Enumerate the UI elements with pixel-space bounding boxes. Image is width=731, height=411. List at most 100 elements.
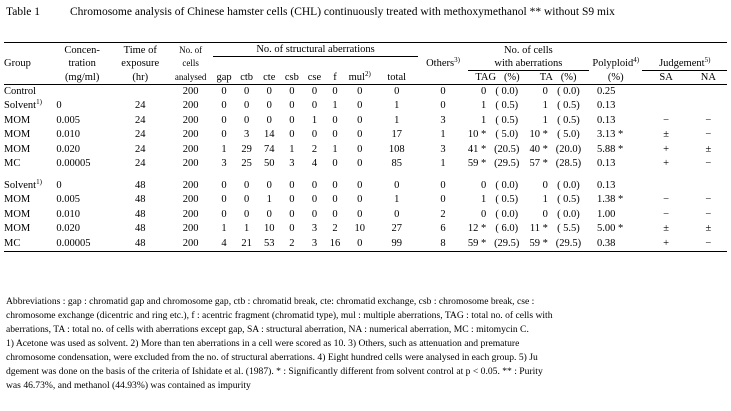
cells-header-1: No. of [168, 42, 213, 57]
cell-ctb: 0 [244, 208, 250, 220]
cell-sa: + [663, 158, 670, 169]
cell-conc: 0.005 [56, 194, 80, 205]
cell-cells: 200 [182, 194, 199, 205]
cell-tag-pct: ( 5.0) [495, 129, 519, 140]
table-row: MOM 0.005 48 200 0 0 1 0 0 0 0 1 0 1 ( 0.5) 1 ( 0.5) 1.38… [4, 193, 727, 208]
cell-ctb: 29 [241, 143, 252, 155]
cell-cte: 0 [266, 85, 272, 97]
col-cte: cte [257, 70, 281, 85]
cell-cte: 0 [266, 179, 272, 191]
cell-csb: 0 [289, 179, 295, 191]
col-gap: gap [212, 70, 236, 85]
cell-mul: 0 [357, 158, 363, 169]
cell-sa: − [663, 194, 670, 205]
cell-gap: 0 [221, 129, 227, 140]
cell-conc: 0.020 [56, 143, 80, 155]
aberration-table: Concen- Time of No. of No. of structural… [4, 42, 727, 252]
col-ctb: ctb [235, 70, 258, 85]
cell-ta-pct: (20.0) [555, 143, 582, 155]
cell-tag: 10 * [467, 129, 487, 140]
cell-f: 16 [325, 236, 345, 252]
table-row: MOM 0.020 48 200 1 1 10 0 3 2 10 27 6 12 * ( 6.0) 11 * (… [4, 222, 727, 237]
cell-cte: 14 [264, 129, 275, 140]
cell-ta: 0 [542, 179, 548, 191]
cell-ctb: 0 [244, 85, 250, 97]
cell-cells: 200 [168, 236, 213, 252]
cell-group: Control [4, 85, 37, 97]
cell-time: 24 [134, 100, 146, 111]
cell-sa [642, 99, 689, 114]
cells-header-2: cells [182, 58, 199, 68]
cell-mul: 0 [357, 85, 363, 97]
cell-poly: 0.13 [597, 114, 616, 126]
cell-others: 0 [440, 85, 446, 97]
time-header-1: Time of [111, 42, 169, 57]
cell-time: 24 [134, 143, 146, 155]
cell-ta: 10 * [529, 129, 548, 140]
cell-csb: 1 [289, 143, 295, 155]
cell-sa: − [663, 114, 670, 126]
cell-cte: 1 [266, 194, 272, 205]
header-row-2: Group tration exposure cells Others3) wi… [4, 56, 727, 71]
spacer [4, 172, 727, 179]
cell-others: 2 [440, 208, 446, 220]
header-row-1: Concen- Time of No. of No. of structural… [4, 42, 727, 57]
cell-cells: 200 [182, 158, 199, 169]
cell-csb: 0 [289, 223, 295, 234]
cell-others: 1 [440, 129, 446, 140]
cell-tag-pct: ( 0.0) [495, 179, 519, 191]
cell-f: 0 [332, 208, 338, 220]
cell-f: 0 [332, 179, 338, 191]
cell-tag: 0 [480, 179, 487, 191]
cell-mul: 10 [354, 223, 365, 234]
cell-total: 1 [394, 114, 400, 126]
cell-mul: 0 [357, 129, 363, 140]
cell-tag-pct: ( 6.0) [495, 223, 519, 234]
cell-cse: 2 [311, 143, 318, 155]
cell-ctb: 25 [241, 158, 252, 169]
cell-group: MC [4, 236, 53, 252]
cell-ctb: 0 [244, 114, 250, 126]
cell-na [690, 179, 727, 194]
cell-mul: 0 [357, 143, 363, 155]
cell-sa [642, 84, 689, 99]
cell-tag: 0 [480, 85, 487, 97]
cell-ta: 0 [542, 85, 548, 97]
cell-tag: 41 * [467, 143, 487, 155]
cell-csb: 3 [289, 158, 295, 169]
cell-gap: 0 [221, 179, 227, 191]
col-tag: TAG (%) [467, 70, 528, 85]
cell-cte: 0 [266, 114, 272, 126]
cell-cells: 200 [182, 179, 199, 191]
cell-tag: 1 [480, 194, 487, 205]
cell-total: 108 [388, 143, 405, 155]
cell-mul: 0 [357, 179, 363, 191]
cell-tag: 59 * [467, 236, 487, 252]
cell-tag-pct: ( 0.0) [495, 208, 519, 220]
cell-group: MOM [4, 208, 31, 220]
cell-others: 0 [440, 100, 446, 111]
cell-ta: 11 * [529, 223, 548, 234]
table-title: Chromosome analysis of Chinese hamster c… [70, 6, 615, 18]
cell-poly: 1.38 * [597, 194, 624, 205]
cell-mul: 0 [357, 208, 363, 220]
col-total: total [375, 70, 419, 85]
cell-cells: 200 [182, 208, 199, 220]
cell-time: 48 [134, 179, 146, 191]
col-cse: cse [303, 70, 326, 85]
cell-cells: 200 [182, 129, 199, 140]
cell-ctb: 21 [235, 236, 258, 252]
cell-group: MC [4, 158, 21, 169]
cell-time: 48 [134, 194, 146, 205]
cell-conc: 0.010 [56, 129, 80, 140]
table-row: Solvent1) 0 24 200 0 0 0 0 0 1 0 1 0 1 ( 0.5) 1 ( 0.5) 0.… [4, 99, 727, 114]
cell-mul: 0 [344, 236, 376, 252]
cell-time: 24 [134, 158, 146, 169]
cell-ta-pct: (28.5) [555, 158, 582, 169]
cell-cte: 50 [264, 158, 275, 169]
col-polyploid-pct: (%) [589, 70, 643, 85]
cell-cells: 200 [182, 223, 199, 234]
cell-group: MOM [4, 223, 31, 234]
cell-conc [52, 84, 112, 99]
cell-time: 48 [134, 208, 146, 220]
